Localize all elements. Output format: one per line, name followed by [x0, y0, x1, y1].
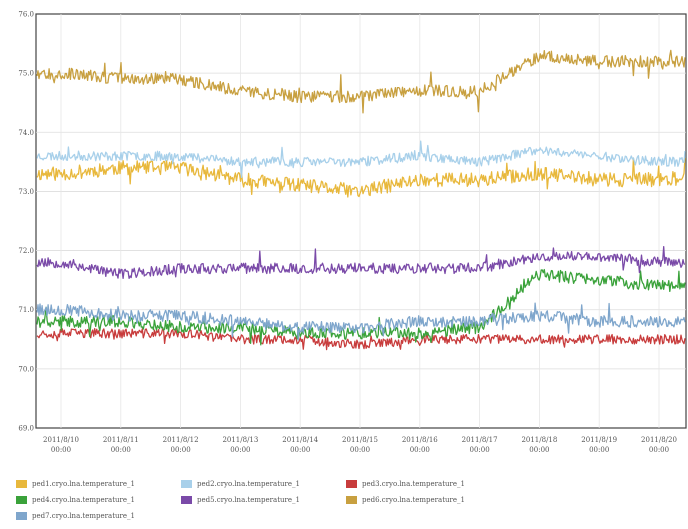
- x-tick-date: 2011/8/15: [342, 436, 378, 444]
- x-tick-date: 2011/8/18: [521, 436, 557, 444]
- legend-label-ped7: ped7.cryo.lna.temperature_1: [32, 512, 135, 520]
- y-tick-label: 71.0: [18, 306, 34, 314]
- y-tick-label: 69.0: [18, 425, 34, 433]
- legend-label-ped3: ped3.cryo.lna.temperature_1: [362, 480, 465, 488]
- y-tick-label: 73.0: [18, 188, 34, 196]
- legend-swatch-ped4: [16, 496, 27, 504]
- series-line-3: [36, 328, 686, 351]
- legend-swatch-ped2: [181, 480, 192, 488]
- legend-label-ped5: ped5.cryo.lna.temperature_1: [197, 496, 300, 504]
- legend-label-ped2: ped2.cryo.lna.temperature_1: [197, 480, 300, 488]
- x-tick-date: 2011/8/16: [402, 436, 438, 444]
- x-tick-date: 2011/8/12: [163, 436, 199, 444]
- x-axis: 2011/8/10 00:00 2011/8/11 00:00 2011/8/12 00:…: [43, 436, 677, 454]
- series-line-4: [36, 268, 686, 346]
- x-tick-time: 00:00: [171, 446, 191, 454]
- legend-label-ped1: ped1.cryo.lna.temperature_1: [32, 480, 135, 488]
- legend-item-ped3: ped3.cryo.lna.temperature_1: [346, 480, 465, 488]
- series-line-5: [36, 246, 686, 280]
- x-tick-date: 2011/8/19: [581, 436, 617, 444]
- y-tick-label: 75.0: [18, 70, 34, 78]
- legend-row: ped1.cryo.lna.temperature_1 ped2.cryo.ln…: [16, 480, 676, 496]
- legend-label-ped4: ped4.cryo.lna.temperature_1: [32, 496, 135, 504]
- x-tick-time: 00:00: [589, 446, 609, 454]
- legend-swatch-ped6: [346, 496, 357, 504]
- x-tick-time: 00:00: [51, 446, 71, 454]
- x-tick-date: 2011/8/10: [43, 436, 79, 444]
- legend-swatch-ped3: [346, 480, 357, 488]
- legend-label-ped6: ped6.cryo.lna.temperature_1: [362, 496, 465, 504]
- x-tick-time: 00:00: [230, 446, 250, 454]
- series-line-6: [36, 49, 686, 114]
- legend-swatch-ped1: [16, 480, 27, 488]
- x-tick-date: 2011/8/13: [222, 436, 258, 444]
- legend-item-ped5: ped5.cryo.lna.temperature_1: [181, 496, 300, 504]
- series-line-1: [36, 157, 686, 198]
- x-tick-time: 00:00: [410, 446, 430, 454]
- x-tick-date: 2011/8/20: [641, 436, 677, 444]
- x-tick-time: 00:00: [111, 446, 131, 454]
- x-tick-time: 00:00: [470, 446, 490, 454]
- legend-item-ped7: ped7.cryo.lna.temperature_1: [16, 512, 135, 520]
- x-tick-date: 2011/8/14: [282, 436, 318, 444]
- plot-area: [35, 13, 687, 429]
- x-tick-time: 00:00: [649, 446, 669, 454]
- legend-row: ped4.cryo.lna.temperature_1 ped5.cryo.ln…: [16, 496, 676, 512]
- series-line-2: [36, 140, 686, 179]
- y-axis: 76.0 75.0 74.0 73.0 72.0 71.0 70.0 69.0: [18, 11, 34, 433]
- grid: [36, 14, 686, 428]
- y-tick-label: 72.0: [18, 247, 34, 255]
- legend-item-ped1: ped1.cryo.lna.temperature_1: [16, 480, 135, 488]
- x-tick-date: 2011/8/11: [103, 436, 139, 444]
- legend-item-ped6: ped6.cryo.lna.temperature_1: [346, 496, 465, 504]
- y-tick-label: 70.0: [18, 365, 34, 373]
- x-tick-date: 2011/8/17: [462, 436, 498, 444]
- y-tick-label: 76.0: [18, 11, 34, 19]
- series-line-7: [36, 302, 686, 341]
- legend-item-ped4: ped4.cryo.lna.temperature_1: [16, 496, 135, 504]
- legend-row: ped7.cryo.lna.temperature_1: [16, 512, 676, 528]
- legend-item-ped2: ped2.cryo.lna.temperature_1: [181, 480, 300, 488]
- series-lines: [36, 49, 686, 351]
- x-tick-time: 00:00: [529, 446, 549, 454]
- y-tick-label: 74.0: [18, 129, 34, 137]
- x-tick-time: 00:00: [290, 446, 310, 454]
- x-tick-time: 00:00: [350, 446, 370, 454]
- legend-swatch-ped5: [181, 496, 192, 504]
- legend-swatch-ped7: [16, 512, 27, 520]
- legend: ped1.cryo.lna.temperature_1 ped2.cryo.ln…: [16, 480, 676, 528]
